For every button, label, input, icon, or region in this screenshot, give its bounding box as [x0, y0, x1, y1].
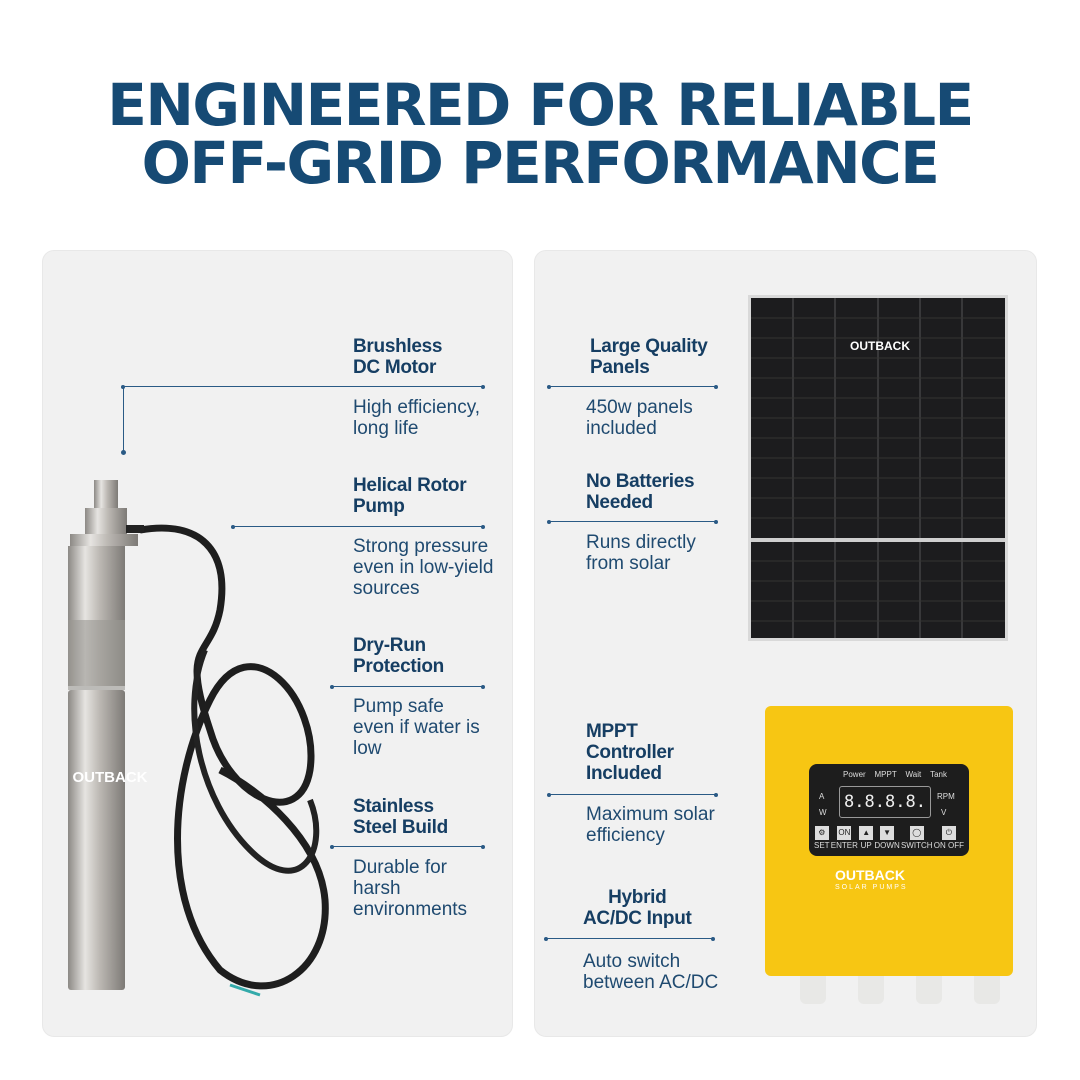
up-button[interactable]: ▲ UP: [859, 826, 874, 850]
indicator-labels: Power MPPT Wait Tank: [843, 770, 947, 779]
set-button[interactable]: ⚙ SET: [814, 826, 830, 850]
feature-stainless: Stainless Steel Build: [353, 796, 448, 838]
callout-line: [547, 384, 718, 389]
feature-hybrid-desc: Auto switch between AC/DC: [583, 951, 719, 993]
down-button[interactable]: ▼ DOWN: [874, 826, 900, 850]
page-title: ENGINEERED FOR RELIABLE OFF-GRID PERFORM…: [107, 71, 974, 197]
feature-no-batteries: No Batteries Needed: [586, 471, 695, 513]
mppt-controller-image: Power MPPT Wait Tank A W RPM V 8.8.8.8. ⚙ SE…: [765, 706, 1013, 976]
feature-helical-rotor-desc: Strong pressure even in low-yield sources: [353, 536, 494, 599]
callout-line: [121, 384, 485, 389]
led-label-w: W: [819, 808, 827, 817]
segment-display: 8.8.8.8.: [839, 786, 931, 818]
feature-helical-rotor: Helical Rotor Pump: [353, 475, 467, 517]
feature-hybrid: Hybrid AC/DC Input: [583, 887, 692, 929]
feature-stainless-desc: Durable for harsh environments: [353, 857, 468, 920]
panel-logo: OUTBACK: [850, 339, 910, 353]
led-label-a: A: [819, 792, 825, 801]
controller-display-panel: Power MPPT Wait Tank A W RPM V 8.8.8.8. ⚙ SE…: [809, 764, 969, 856]
feature-mppt-desc: Maximum solar efficiency: [586, 804, 715, 846]
enter-button[interactable]: ON ENTER: [830, 826, 858, 850]
switch-button[interactable]: ◯ SWITCH: [900, 826, 933, 850]
callout-line: [547, 792, 718, 797]
led-label-rpm: RPM: [937, 792, 955, 801]
callout-line: [544, 936, 715, 941]
feature-no-batteries-desc: Runs directly from solar: [586, 532, 696, 574]
callout-line: [231, 524, 485, 529]
feature-brushless-motor: Brushless DC Motor: [353, 336, 443, 378]
feature-dry-run: Dry-Run Protection: [353, 635, 444, 677]
callout-line: [547, 519, 718, 524]
feature-mppt: MPPT Controller Included: [586, 721, 674, 784]
feature-dry-run-desc: Pump safe even if water is low: [353, 696, 480, 759]
feature-panels-desc: 450w panels included: [586, 397, 693, 439]
callout-dot: [121, 450, 126, 455]
power-button[interactable]: ⏻ ON OFF: [933, 826, 964, 850]
cable-glands: [800, 976, 1000, 1004]
pump-logo: OUTBACK: [72, 769, 148, 786]
submersible-pump-image: [68, 480, 329, 997]
led-label-v: V: [941, 808, 947, 817]
callout-line: [330, 684, 485, 689]
callout-line: [330, 844, 485, 849]
feature-panels: Large Quality Panels: [590, 336, 708, 378]
feature-brushless-motor-desc: High efficiency, long life: [353, 397, 481, 439]
callout-line: [123, 386, 124, 452]
solar-panel-image: [748, 295, 1008, 641]
controller-logo: OUTBACK SOLAR PUMPS: [835, 867, 908, 892]
